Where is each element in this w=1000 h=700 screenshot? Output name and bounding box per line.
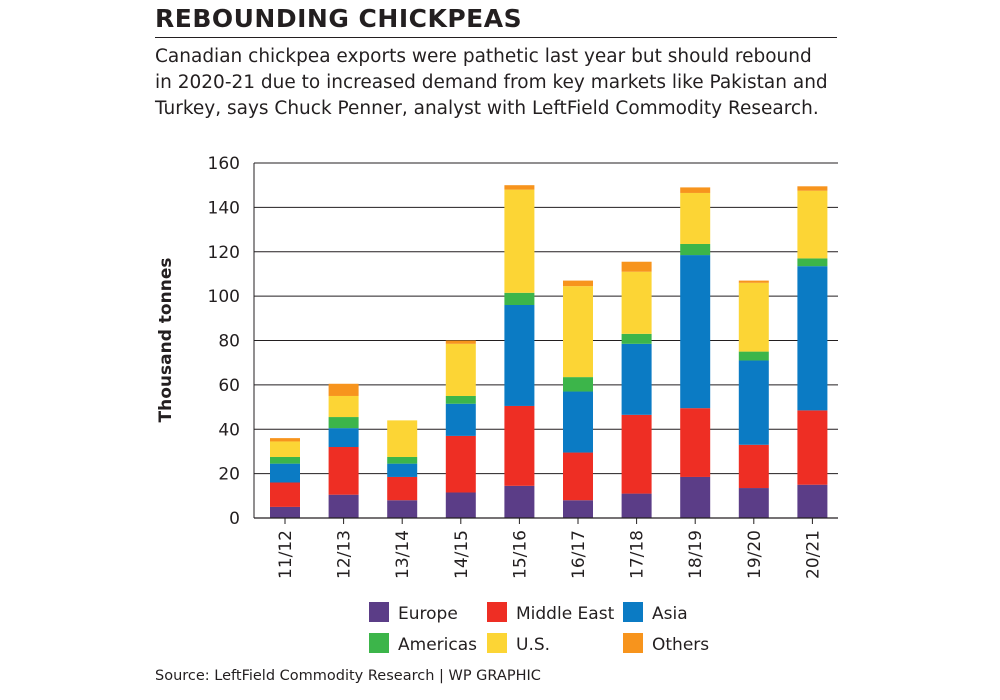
x-tick-label: 18/19	[686, 530, 706, 579]
bar-segment-others	[797, 186, 828, 191]
bar-segment-asia	[270, 463, 300, 483]
legend-label: U.S.	[516, 635, 550, 655]
bar-segment-middle-east	[328, 447, 359, 495]
bar-segment-asia	[387, 463, 418, 477]
x-tick-label: 11/12	[276, 530, 296, 579]
bar-segment-u-s	[270, 441, 300, 457]
x-tick-label: 13/14	[393, 530, 413, 579]
legend-swatch	[623, 602, 643, 622]
bar-segment-asia	[680, 255, 711, 409]
bar-segment-u-s	[738, 282, 769, 352]
bar-segment-u-s	[387, 420, 418, 457]
bar-segment-middle-east	[270, 482, 300, 507]
legend-swatch	[369, 633, 389, 653]
bar-segment-americas	[738, 351, 769, 361]
bar-segment-europe	[270, 506, 300, 518]
bar-segment-europe	[738, 488, 769, 518]
y-tick-label: 20	[218, 465, 240, 485]
legend-label: Others	[652, 635, 709, 655]
bar-segment-u-s	[563, 286, 593, 378]
y-tick-label: 140	[208, 198, 240, 218]
bar-segment-americas	[621, 333, 652, 344]
legend-swatch	[487, 602, 507, 622]
legend-swatch	[487, 633, 507, 653]
y-axis-title: Thousand tonnes	[156, 258, 176, 423]
bar-segment-middle-east	[738, 444, 769, 489]
legend-label: Middle East	[516, 604, 615, 624]
bar-segment-europe	[445, 492, 476, 518]
bar-segment-europe	[621, 493, 652, 518]
bar-segment-others	[270, 438, 300, 442]
bar-segment-others	[328, 383, 359, 396]
bar-segment-europe	[563, 500, 593, 518]
bar-segment-middle-east	[621, 414, 652, 494]
bar-segment-others	[680, 187, 711, 193]
bar-segment-europe	[797, 484, 828, 518]
y-tick-label: 160	[208, 154, 240, 174]
bar-segment-europe	[680, 476, 711, 518]
legend-swatch	[369, 602, 389, 622]
bar-segment-americas	[270, 456, 300, 464]
bar-segment-europe	[328, 494, 359, 518]
subtitle-line: Turkey, says Chuck Penner, analyst with …	[155, 98, 819, 119]
bar-segment-others	[445, 340, 476, 344]
bar-segment-asia	[621, 343, 652, 415]
bar-segment-americas	[504, 292, 535, 305]
y-tick-label: 100	[208, 287, 240, 307]
bar-segment-asia	[445, 403, 476, 436]
bar-segment-americas	[387, 456, 418, 464]
y-tick-label: 60	[218, 376, 240, 396]
bar-segment-americas	[563, 377, 593, 392]
chart-title: REBOUNDING CHICKPEAS	[155, 4, 523, 33]
bar-segment-middle-east	[563, 452, 593, 501]
y-tick-label: 120	[208, 243, 240, 263]
x-tick-label: 17/18	[628, 530, 648, 579]
bar-segment-europe	[504, 485, 535, 518]
bar-segment-u-s	[680, 192, 711, 244]
legend-swatch	[623, 633, 643, 653]
bar-segment-middle-east	[504, 405, 535, 486]
bar-segment-americas	[797, 258, 828, 267]
x-tick-label: 19/20	[745, 530, 765, 579]
bar-segment-u-s	[445, 343, 476, 396]
x-tick-label: 15/16	[510, 530, 530, 579]
bar-segment-middle-east	[680, 408, 711, 477]
bar-segment-middle-east	[797, 410, 828, 485]
bar-segment-middle-east	[445, 435, 476, 493]
bar-segment-americas	[445, 395, 476, 404]
x-tick-label: 14/15	[452, 530, 472, 579]
bar-segment-u-s	[621, 271, 652, 334]
y-tick-label: 0	[229, 509, 240, 529]
bar-segment-u-s	[328, 395, 359, 418]
bar-segment-americas	[328, 417, 359, 429]
bar-segment-u-s	[504, 189, 535, 293]
source-note: Source: LeftField Commodity Research | W…	[155, 668, 541, 684]
y-tick-label: 80	[218, 332, 240, 352]
subtitle-line: Canadian chickpea exports were pathetic …	[155, 46, 812, 67]
bar-segment-others	[738, 280, 769, 283]
x-tick-label: 16/17	[569, 530, 589, 579]
bar-segment-u-s	[797, 190, 828, 259]
chart-subtitle: Canadian chickpea exports were pathetic …	[155, 44, 845, 122]
bar-segment-asia	[563, 391, 593, 453]
bar-segment-americas	[680, 243, 711, 256]
legend-label: Americas	[398, 635, 477, 655]
bar-segment-asia	[797, 266, 828, 411]
legend-label: Asia	[652, 604, 688, 624]
bar-segment-asia	[504, 305, 535, 406]
y-tick-label: 40	[218, 420, 240, 440]
bar-segment-europe	[387, 500, 418, 518]
bar-segment-others	[504, 185, 535, 190]
bar-segment-middle-east	[387, 476, 418, 501]
legend-label: Europe	[398, 604, 458, 624]
bar-segment-asia	[328, 428, 359, 447]
title-rule	[155, 37, 837, 38]
x-tick-label: 20/21	[803, 530, 823, 579]
bar-segment-others	[621, 261, 652, 272]
x-tick-label: 12/13	[335, 530, 355, 579]
bar-segment-others	[563, 280, 593, 287]
bar-segment-asia	[738, 360, 769, 445]
subtitle-line: in 2020-21 due to increased demand from …	[155, 72, 828, 93]
